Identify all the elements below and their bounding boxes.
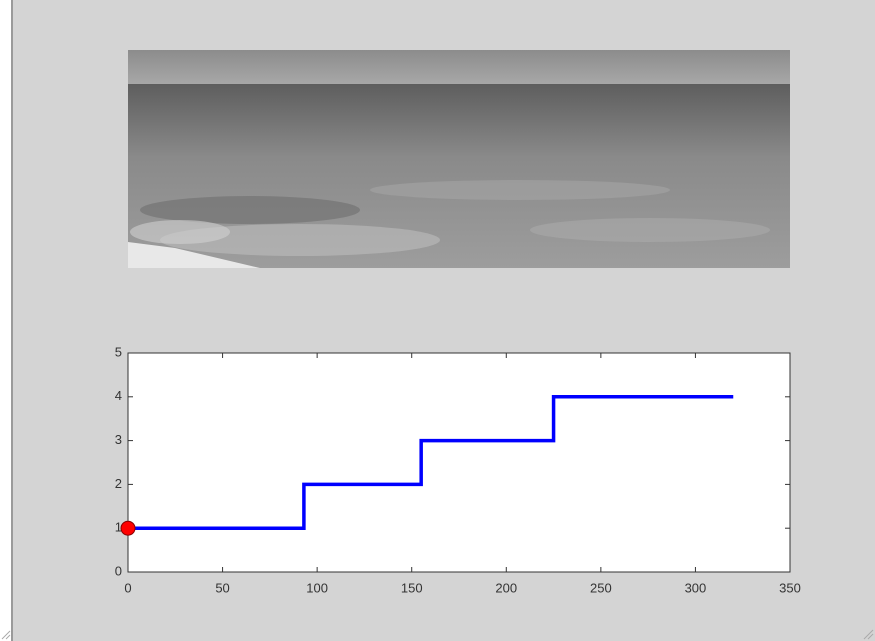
y-tick-label: 4	[115, 388, 122, 403]
figure-window: 050100150200250300350012345	[0, 0, 875, 641]
y-tick-label: 0	[115, 563, 122, 578]
y-tick-label: 3	[115, 432, 122, 447]
x-tick-label: 200	[495, 580, 517, 595]
plot-area	[128, 353, 790, 572]
x-tick-label: 250	[590, 580, 612, 595]
ocean-image	[128, 50, 790, 268]
x-tick-label: 0	[124, 580, 131, 595]
y-tick-label: 5	[115, 344, 122, 359]
x-tick-label: 50	[215, 580, 229, 595]
x-tick-label: 300	[685, 580, 707, 595]
position-marker	[121, 521, 135, 535]
window-edge	[0, 0, 12, 641]
x-tick-label: 100	[306, 580, 328, 595]
x-tick-label: 150	[401, 580, 423, 595]
page: 050100150200250300350012345 (() => { con…	[0, 0, 875, 641]
y-tick-label: 2	[115, 476, 122, 491]
x-tick-label: 350	[779, 580, 801, 595]
